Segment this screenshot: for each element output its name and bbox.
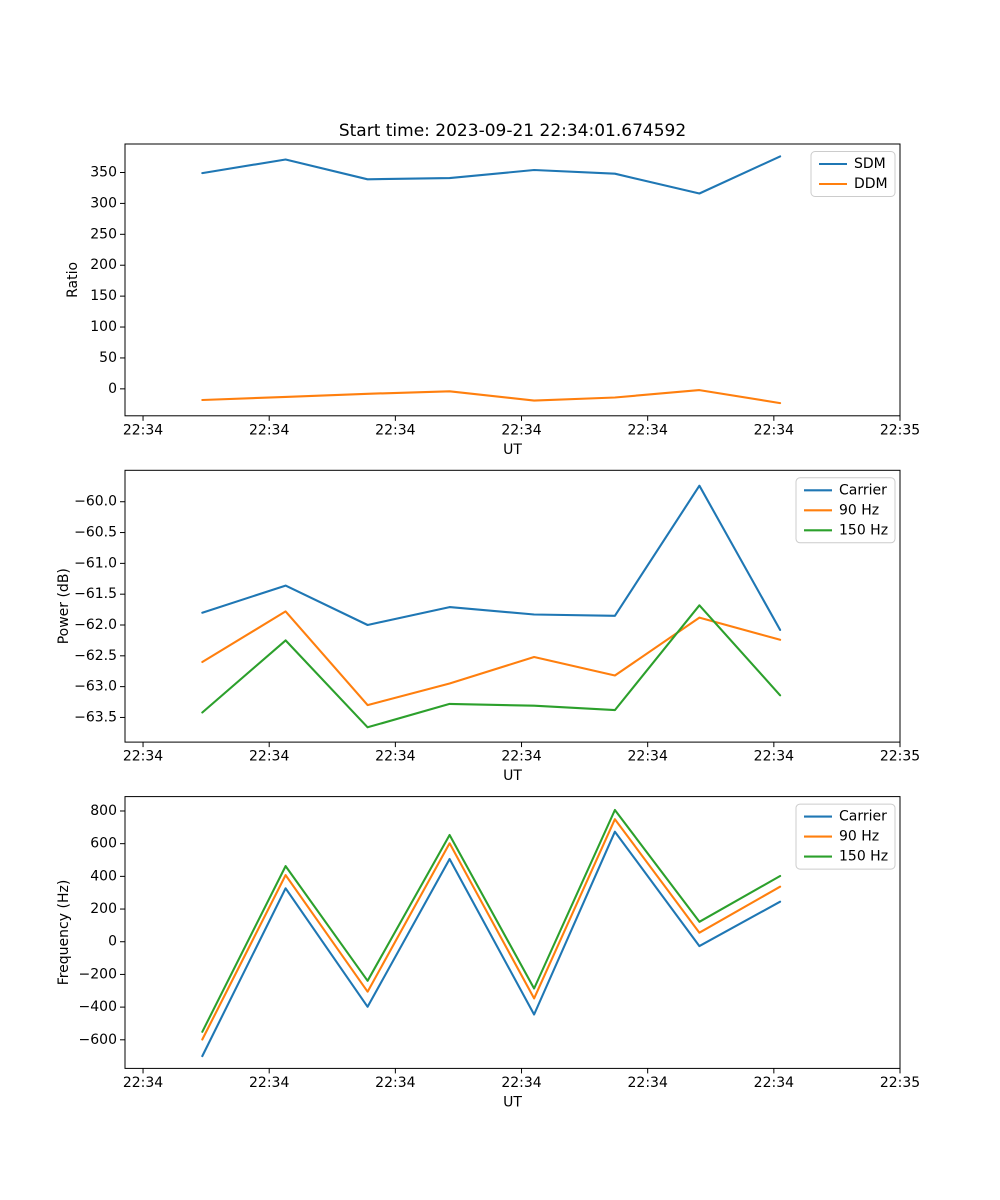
axes-spines [124, 143, 901, 417]
legend-entry-label: 90 Hz [839, 502, 879, 518]
legend: Carrier 90 Hz 150 Hz [795, 477, 896, 544]
x-tick-label: 22:34 [501, 749, 541, 765]
x-tick-label: 22:34 [123, 422, 163, 438]
legend-entry-label: Carrier [839, 482, 887, 498]
y-tick-label: −61.0 [74, 555, 117, 571]
series-line-carrier [201, 484, 782, 631]
legend-box [810, 151, 896, 197]
series-line-ddm [201, 389, 782, 405]
legend-entry-label: DDM [854, 176, 888, 192]
series-line-sdm [201, 155, 782, 195]
y-axis-label: Ratio [65, 262, 81, 298]
legend-box [795, 477, 896, 544]
x-tick-label: 22:34 [628, 749, 668, 765]
y-tick-label: 200 [90, 901, 117, 917]
y-tick-label: 100 [90, 319, 117, 335]
legend-entry-label: 90 Hz [839, 829, 879, 845]
legend-box [795, 803, 896, 870]
x-tick-label: 22:34 [375, 749, 415, 765]
y-tick-label: 200 [90, 257, 117, 273]
legend-entry-label: 150 Hz [839, 849, 888, 865]
x-tick-label: 22:34 [249, 749, 289, 765]
series-line-90-hz [201, 610, 782, 707]
y-tick-label: −400 [79, 999, 117, 1015]
x-axis-label: UT [503, 442, 522, 458]
y-tick-label: 800 [90, 803, 117, 819]
y-tick-label: −62.5 [74, 648, 117, 664]
x-tick-label: 22:34 [754, 749, 794, 765]
series-line-150-hz [201, 604, 782, 729]
y-axis-label: Frequency (Hz) [56, 880, 72, 986]
y-tick-label: 0 [108, 934, 117, 950]
y-tick-label: 0 [108, 381, 117, 397]
y-tick-label: −60.0 [74, 494, 117, 510]
x-tick-label: 22:34 [375, 422, 415, 438]
y-tick-label: −200 [79, 966, 117, 982]
legend-entry-label: 150 Hz [839, 522, 888, 538]
y-axis-label: Power (dB) [56, 568, 72, 644]
series-line-150-hz [201, 808, 782, 1033]
y-tick-label: −600 [79, 1032, 117, 1048]
x-tick-label: 22:35 [880, 1075, 920, 1091]
legend-entry-label: SDM [854, 156, 886, 172]
x-tick-label: 22:34 [501, 422, 541, 438]
x-tick-label: 22:34 [123, 749, 163, 765]
y-tick-label: 600 [90, 836, 117, 852]
y-tick-label: 50 [99, 350, 117, 366]
axes-spines [124, 469, 901, 743]
series-line-carrier [201, 830, 782, 1058]
legend: SDM DDM [810, 151, 896, 197]
y-tick-label: 350 [90, 164, 117, 180]
plot-3: 22:34 22:34 22:34 22:34 22:34 22:34 22:35 −600 −… [56, 796, 920, 1110]
plot-2: 22:34 22:34 22:34 22:34 22:34 22:34 22:35 −63.5… [56, 469, 920, 784]
x-tick-label: 22:34 [501, 1075, 541, 1091]
legend: Carrier 90 Hz 150 Hz [795, 803, 896, 870]
x-axis-label: UT [503, 1094, 522, 1110]
y-tick-label: −60.5 [74, 525, 117, 541]
y-tick-label: −63.5 [74, 709, 117, 725]
x-tick-label: 22:34 [249, 1075, 289, 1091]
y-tick-label: 250 [90, 226, 117, 242]
y-tick-label: 150 [90, 288, 117, 304]
legend-entry-label: Carrier [839, 809, 887, 825]
y-tick-label: −63.0 [74, 679, 117, 695]
x-tick-label: 22:35 [880, 422, 920, 438]
x-tick-label: 22:34 [628, 1075, 668, 1091]
y-tick-label: −62.0 [74, 617, 117, 633]
x-tick-label: 22:34 [249, 422, 289, 438]
y-tick-label: −61.5 [74, 586, 117, 602]
x-tick-label: 22:34 [628, 422, 668, 438]
figure-title: Start time: 2023-09-21 22:34:01.674592 [339, 121, 686, 141]
series-line-90-hz [201, 818, 782, 1041]
x-tick-label: 22:34 [375, 1075, 415, 1091]
x-tick-label: 22:34 [754, 1075, 794, 1091]
x-tick-label: 22:35 [880, 749, 920, 765]
y-tick-label: 400 [90, 868, 117, 884]
y-tick-label: 300 [90, 195, 117, 211]
plot-1: 22:34 22:34 22:34 22:34 22:34 22:34 22:35 0 50 10… [65, 143, 920, 458]
x-tick-label: 22:34 [123, 1075, 163, 1091]
x-tick-label: 22:34 [754, 422, 794, 438]
x-axis-label: UT [503, 768, 522, 784]
axes-spines [124, 796, 901, 1069]
